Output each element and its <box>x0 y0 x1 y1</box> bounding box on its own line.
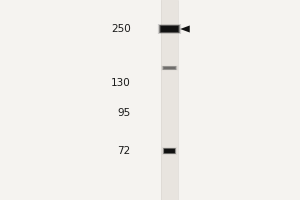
Bar <box>163 148 176 154</box>
Bar <box>165 149 174 153</box>
Bar <box>161 65 178 71</box>
Bar <box>164 149 175 153</box>
Bar <box>161 66 178 70</box>
Bar <box>162 66 177 70</box>
Bar <box>159 25 180 33</box>
Bar <box>162 66 177 70</box>
Bar <box>164 67 175 69</box>
Bar <box>164 149 175 153</box>
Bar <box>161 0 178 200</box>
Bar <box>160 26 179 32</box>
Bar <box>158 24 181 34</box>
Bar <box>161 65 178 71</box>
Bar <box>163 148 176 154</box>
Bar <box>164 149 175 153</box>
Bar <box>160 25 179 33</box>
Bar <box>162 147 177 155</box>
Bar <box>164 67 175 69</box>
Text: 95: 95 <box>117 108 130 118</box>
Bar <box>163 66 176 70</box>
Text: 72: 72 <box>117 146 130 156</box>
Bar <box>164 148 175 154</box>
Bar <box>158 24 182 34</box>
Text: 250: 250 <box>111 24 130 34</box>
Text: 130: 130 <box>111 78 130 88</box>
Bar <box>161 26 178 32</box>
Polygon shape <box>180 25 190 33</box>
Bar <box>158 24 181 34</box>
Bar <box>159 25 180 33</box>
Bar <box>163 66 176 70</box>
Bar <box>162 27 177 31</box>
Bar <box>162 147 177 155</box>
Bar <box>161 26 178 32</box>
Bar <box>162 66 177 70</box>
Bar <box>163 148 176 154</box>
